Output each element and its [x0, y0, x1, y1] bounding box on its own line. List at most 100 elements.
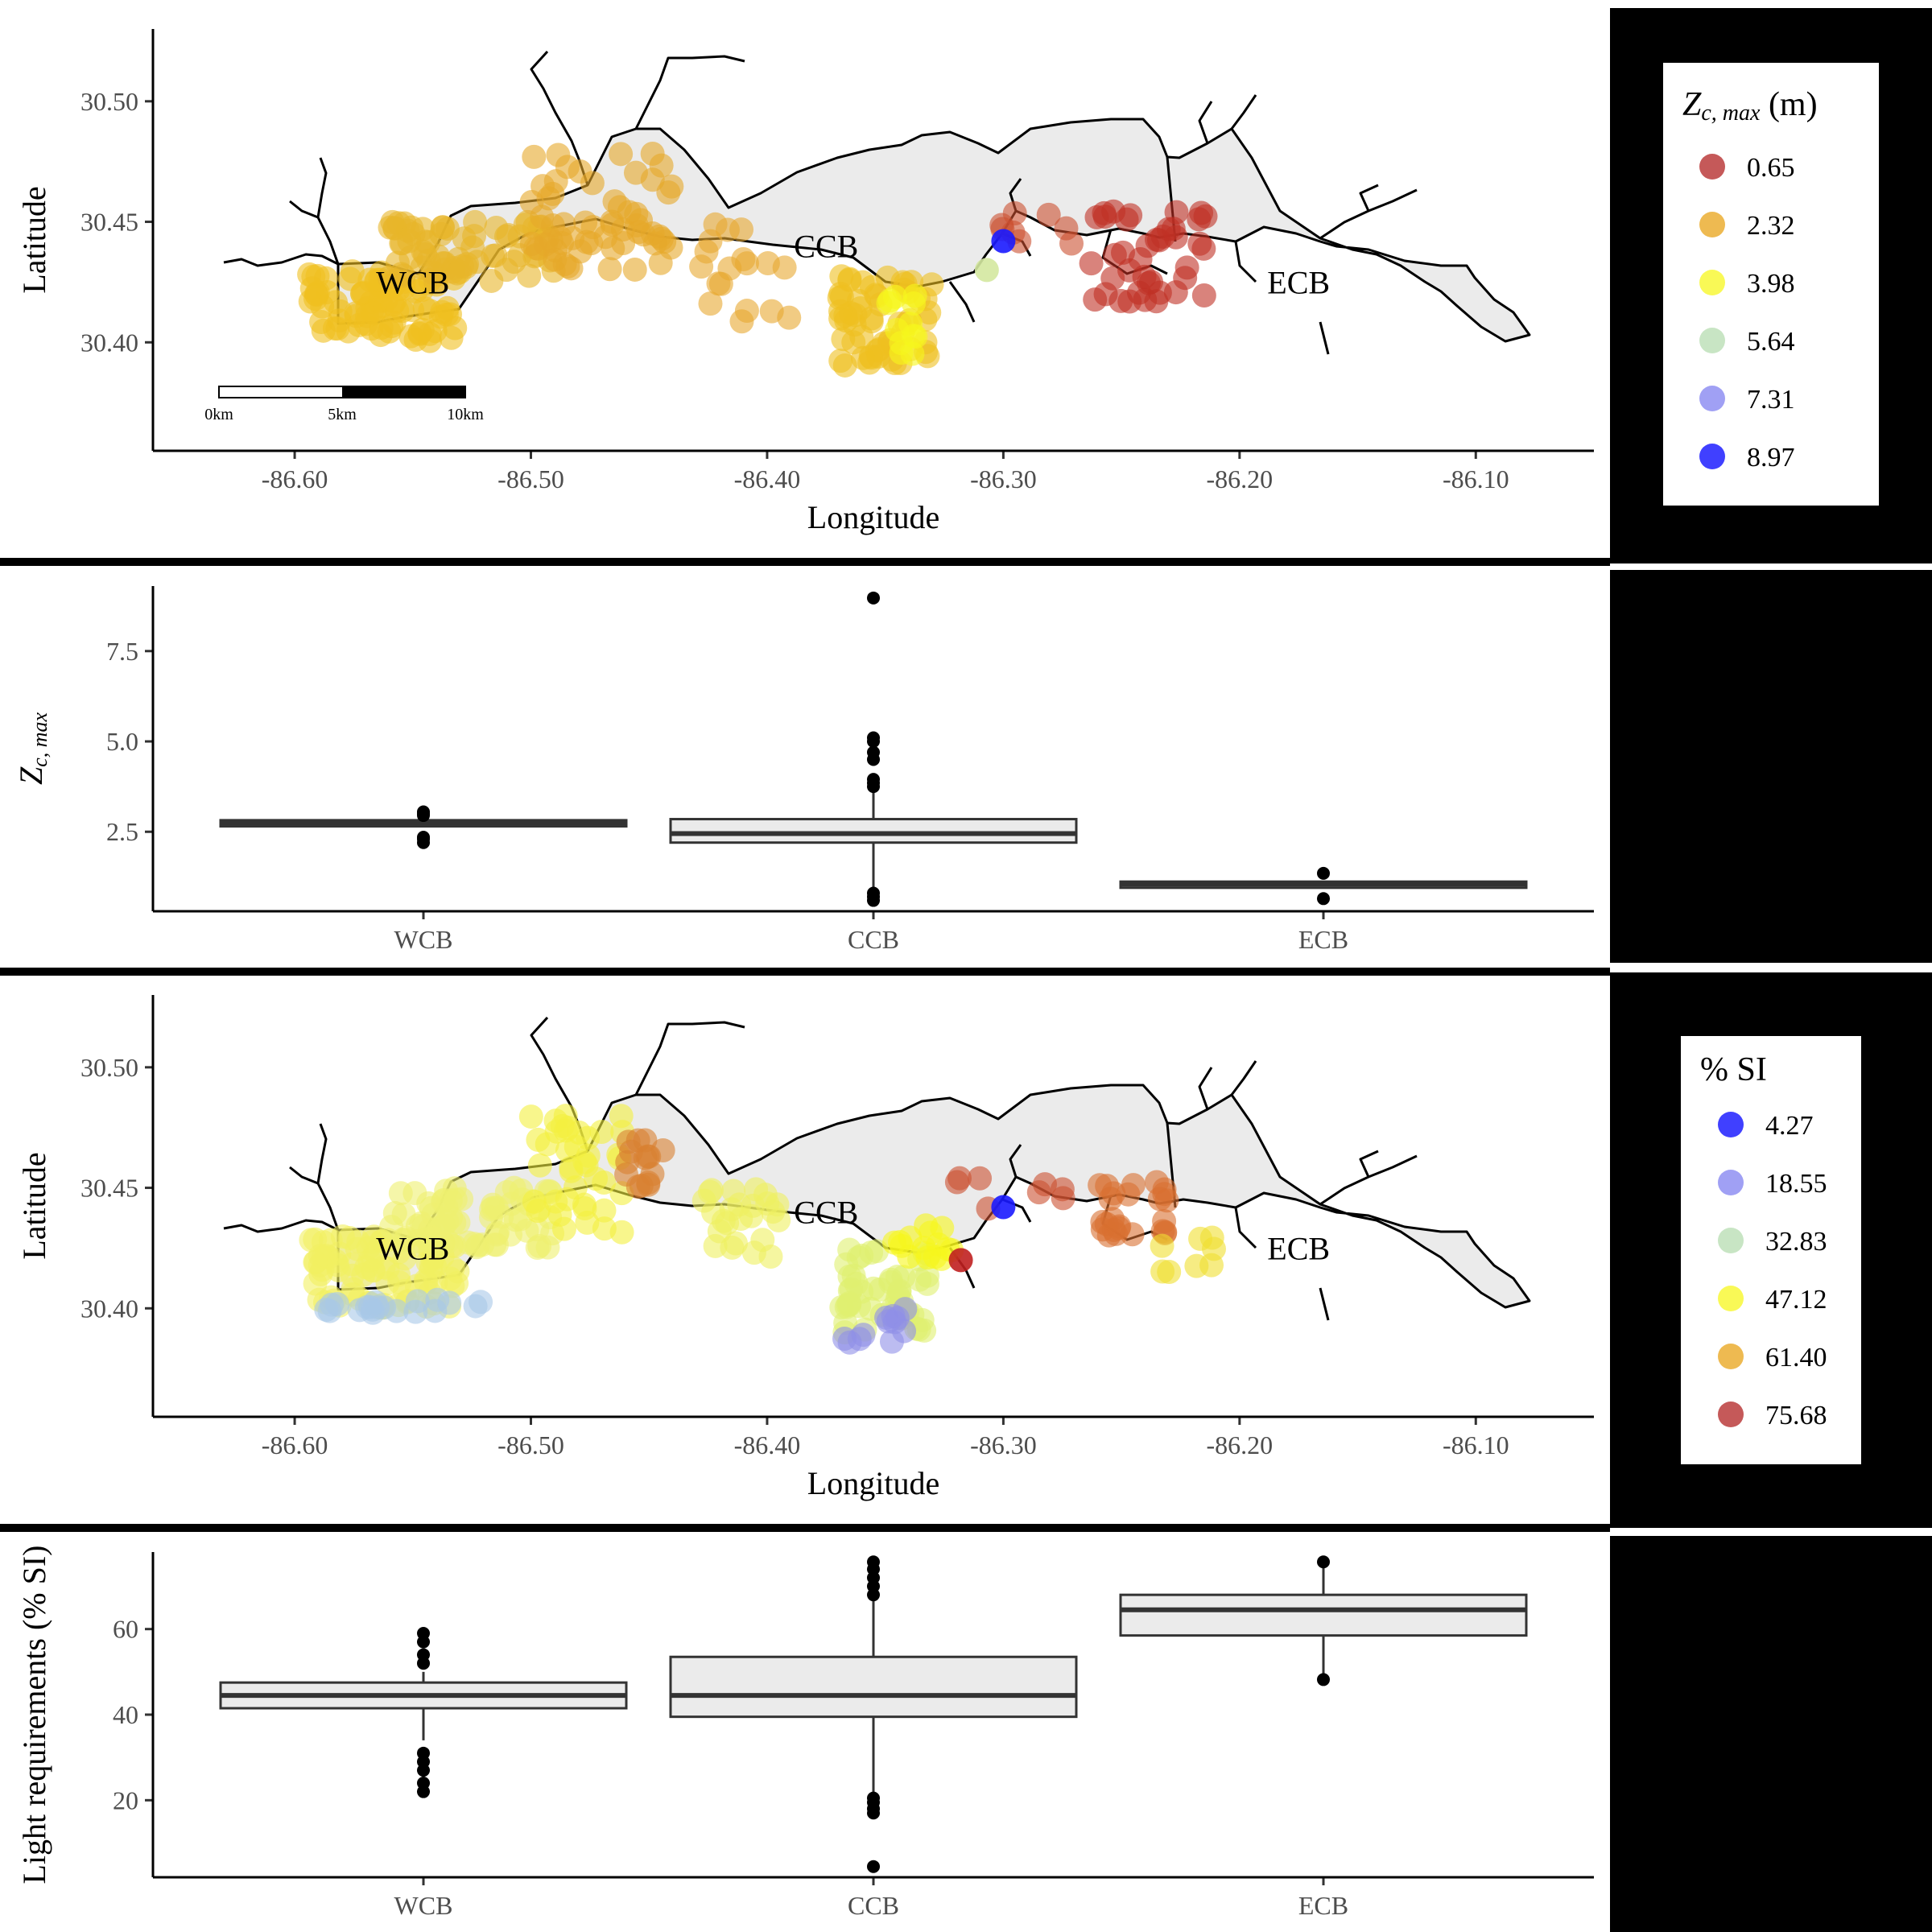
data-point [1100, 266, 1125, 291]
data-point [576, 1125, 601, 1150]
region-label-ccb: CCB [794, 1194, 858, 1230]
data-point [572, 1192, 597, 1217]
data-point [464, 1235, 489, 1260]
data-point [1036, 202, 1061, 227]
data-point [1184, 1253, 1209, 1278]
data-point [601, 236, 625, 261]
legend-zc-max: Zc, max (m) 0.65 2.32 3.98 5.64 7.31 8.97 [1663, 63, 1879, 506]
box-ecb [1119, 1555, 1528, 1686]
outlier-point [1317, 1673, 1330, 1686]
tributary-11 [948, 281, 976, 323]
panel-separator-1 [0, 558, 1610, 566]
data-point [314, 1244, 339, 1269]
box-iqr [669, 1655, 1078, 1719]
data-point [385, 298, 410, 323]
data-point [1147, 1187, 1172, 1212]
panel-separator-3 [0, 1524, 1610, 1532]
data-point [731, 246, 756, 271]
legend-swatch [1718, 1344, 1744, 1369]
y-tick-label: 40 [113, 1700, 138, 1729]
tributary-15 [1234, 1207, 1257, 1249]
scale-label-0km: 0km [204, 406, 233, 423]
outlier-point [867, 1860, 880, 1873]
legend-swatch [1699, 386, 1725, 411]
data-point [452, 226, 477, 251]
legend-swatch [1718, 1402, 1744, 1427]
data-point [629, 208, 654, 233]
legend-label: 5.64 [1747, 327, 1795, 357]
y-tick-label: 30.40 [80, 328, 138, 357]
axis-ticks: 2.5 5.0 7.5 WCB CCB ECB [106, 637, 1348, 954]
data-point [1059, 231, 1084, 256]
data-point [903, 324, 928, 349]
side-band-4 [1610, 1536, 1932, 1932]
x-tick-label: -86.50 [497, 1430, 564, 1459]
data-point [568, 159, 592, 184]
data-point [298, 289, 323, 314]
data-point [384, 1298, 409, 1323]
tributary-6 [1230, 94, 1257, 130]
data-point [1116, 1182, 1141, 1207]
data-point [1050, 1177, 1075, 1202]
y-axis-title: Latitude [16, 186, 52, 293]
data-point [858, 344, 883, 369]
legend-label: 8.97 [1747, 443, 1795, 473]
legend-swatch [1699, 154, 1725, 180]
legend-label: 18.55 [1765, 1169, 1827, 1199]
tributary-0 [223, 253, 339, 267]
y-tick-label: 60 [113, 1615, 138, 1644]
y-axis-title: Zc, max [13, 712, 52, 785]
legend-label: 47.12 [1765, 1285, 1827, 1315]
legend-entries: 4.27 18.55 32.83 47.12 61.40 75.68 [1718, 1111, 1827, 1430]
data-point [527, 1153, 552, 1178]
data-point [592, 1170, 617, 1195]
legend-entries: 0.65 2.32 3.98 5.64 7.31 8.97 [1699, 153, 1795, 473]
x-tick-label: -86.20 [1207, 1430, 1274, 1459]
data-point [828, 349, 853, 374]
data-point [393, 1228, 418, 1253]
box-ecb [1119, 866, 1528, 906]
data-point [416, 1191, 441, 1216]
region-label-ccb: CCB [794, 228, 858, 264]
tributary-5 [1198, 1067, 1213, 1110]
outlier-point [1317, 892, 1330, 906]
data-point [568, 239, 592, 264]
x-tick-label: -86.10 [1443, 464, 1509, 493]
data-point [483, 243, 508, 268]
legend-label: 2.32 [1747, 211, 1795, 241]
legend-swatch [1718, 1112, 1744, 1137]
data-point [772, 255, 797, 280]
si-map-panel: -86.60 -86.50 -86.40 -86.30 -86.20 -86.10 30.4… [16, 995, 1594, 1501]
legend-swatch [1699, 444, 1725, 469]
data-point [907, 1267, 932, 1292]
tributary-10 [1319, 321, 1330, 355]
legend-swatch [1718, 1170, 1744, 1195]
data-point [837, 1330, 862, 1355]
data-point [991, 1195, 1016, 1220]
data-point [885, 317, 910, 342]
data-point [546, 142, 571, 167]
data-points [297, 141, 1218, 378]
region-label-wcb: WCB [376, 264, 449, 300]
y-tick-label: 30.50 [80, 1053, 138, 1082]
data-point [522, 1189, 547, 1214]
tributary-8 [1359, 1150, 1379, 1178]
y-axis-title: Latitude [16, 1152, 52, 1259]
data-point [547, 225, 572, 250]
data-point [1191, 283, 1216, 308]
legend-label: 3.98 [1747, 269, 1795, 299]
tributary-12 [1009, 1144, 1022, 1178]
data-point [407, 320, 432, 345]
region-label-ecb: ECB [1267, 264, 1330, 300]
tributary-0 [223, 1219, 339, 1233]
x-tick-label: -86.30 [970, 1430, 1037, 1459]
data-point [944, 1170, 969, 1195]
data-point [420, 260, 445, 285]
tributary-15 [1234, 241, 1257, 283]
y-tick-label: 7.5 [106, 637, 138, 666]
data-point [622, 257, 647, 282]
data-point [881, 1230, 906, 1255]
data-point [609, 1220, 634, 1245]
data-point [876, 1309, 901, 1334]
